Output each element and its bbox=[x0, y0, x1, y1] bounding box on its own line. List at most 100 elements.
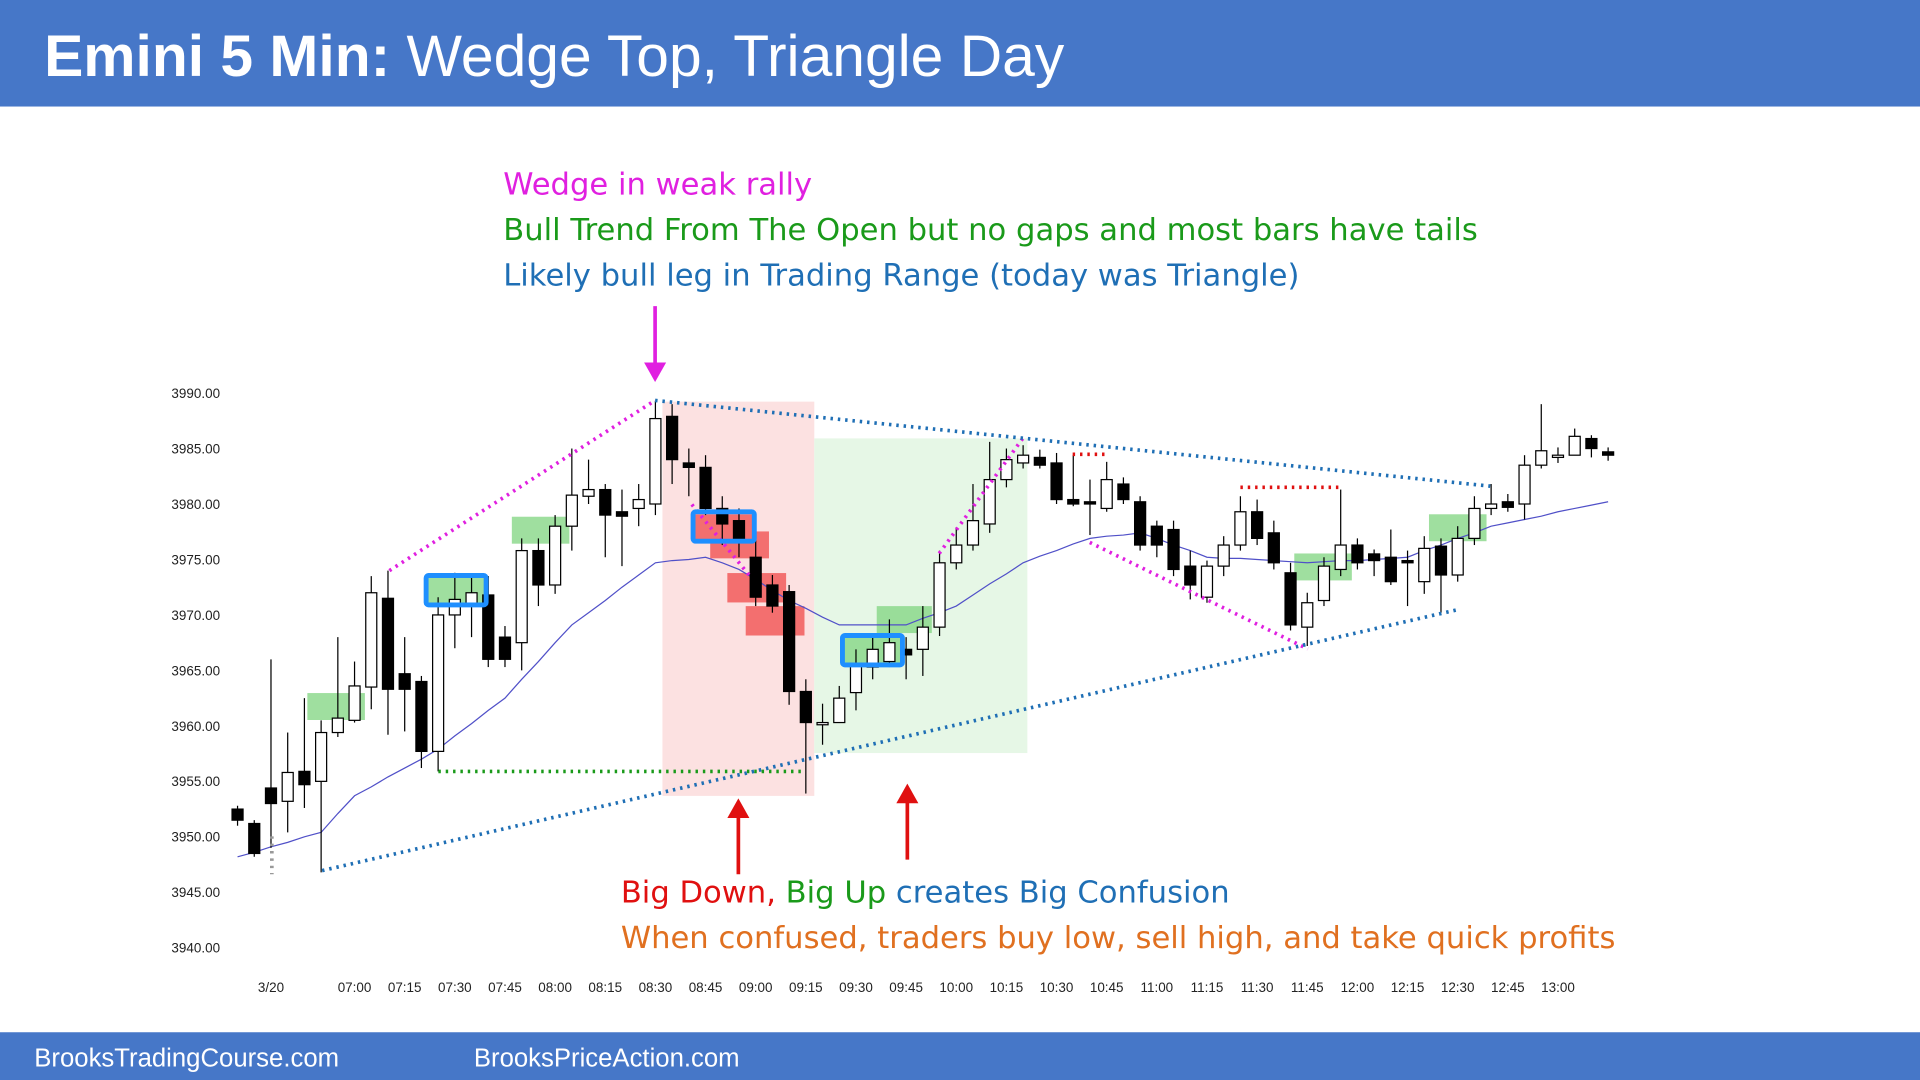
candle-body bbox=[1351, 544, 1364, 564]
y-tick-label: 3965.00 bbox=[171, 663, 220, 678]
candle-body bbox=[1016, 454, 1030, 464]
y-tick-label: 3945.00 bbox=[171, 885, 220, 900]
x-tick-label: 10:45 bbox=[1090, 980, 1124, 995]
header-title: Emini 5 Min: Wedge Top, Triangle Day bbox=[44, 24, 1065, 89]
candle-body bbox=[1434, 545, 1448, 576]
y-tick-label: 3990.00 bbox=[171, 386, 220, 401]
candle-body bbox=[1200, 565, 1214, 598]
candle-body bbox=[1100, 478, 1113, 510]
title-bold: Emini 5 Min: bbox=[44, 24, 390, 89]
candle-body bbox=[833, 697, 846, 724]
x-tick-label: 12:00 bbox=[1341, 980, 1375, 995]
candle-body bbox=[766, 584, 779, 607]
candle-body bbox=[1133, 501, 1147, 546]
candle-body bbox=[716, 507, 729, 525]
footer-right: BrooksPriceAction.com bbox=[474, 1045, 740, 1073]
x-tick-label: 12:30 bbox=[1441, 980, 1475, 995]
x-tick-label: 08:00 bbox=[538, 980, 572, 995]
candle-body bbox=[431, 614, 445, 753]
annotation-part: When confused, traders buy low, sell hig… bbox=[621, 921, 1616, 956]
candle-body bbox=[549, 525, 562, 586]
trend-lines bbox=[270, 398, 1491, 875]
annotation-part: creates Big Confusion bbox=[896, 875, 1230, 910]
title: Wedge Top, Triangle Day bbox=[407, 24, 1065, 89]
candle-body bbox=[615, 511, 629, 517]
candle-body bbox=[666, 415, 679, 461]
candle-body bbox=[1184, 565, 1197, 586]
y-tick-label: 3985.00 bbox=[171, 441, 220, 456]
candle-body bbox=[348, 685, 361, 721]
candle-body bbox=[983, 478, 996, 525]
candle-body bbox=[1418, 547, 1431, 583]
candle-body bbox=[1150, 525, 1163, 546]
candle-body bbox=[1267, 532, 1280, 564]
candle-body bbox=[398, 673, 411, 690]
x-tick-label: 09:30 bbox=[839, 980, 873, 995]
x-tick-label: 11:00 bbox=[1141, 980, 1174, 995]
y-tick-label: 3960.00 bbox=[171, 719, 220, 734]
candle-body bbox=[1083, 501, 1097, 505]
chart: 3940.00 3945.00 3950.00 3955.00 3960.00 3965.… bbox=[171, 386, 1615, 995]
candle-body bbox=[1284, 572, 1297, 626]
y-tick-label: 3975.00 bbox=[171, 552, 220, 567]
arrows bbox=[644, 306, 919, 875]
candle-body bbox=[1518, 464, 1531, 505]
candle-body bbox=[231, 808, 244, 821]
y-tick-label: 3955.00 bbox=[171, 774, 220, 789]
candle-body bbox=[1317, 565, 1331, 602]
candle-body bbox=[1485, 503, 1498, 510]
candle-body bbox=[1217, 544, 1230, 567]
candle-body bbox=[1535, 450, 1548, 466]
candle-body bbox=[1117, 483, 1130, 501]
signal-boxes bbox=[423, 509, 905, 668]
annotation: When confused, traders buy low, sell hig… bbox=[621, 921, 1616, 956]
annotation: Wedge in weak rally bbox=[503, 168, 812, 203]
footer-bar bbox=[0, 1032, 1920, 1080]
candle-body bbox=[799, 690, 812, 724]
candle-body bbox=[916, 626, 929, 650]
candle-body bbox=[732, 520, 746, 540]
candle-body bbox=[816, 721, 829, 726]
candle-body bbox=[1367, 553, 1381, 562]
x-tick-label: 07:15 bbox=[388, 980, 422, 995]
candle-body bbox=[264, 787, 278, 805]
candle-body bbox=[248, 822, 261, 855]
x-tick-label: 3/20 bbox=[258, 980, 284, 995]
x-tick-label: 11:30 bbox=[1241, 980, 1274, 995]
x-tick-label: 09:00 bbox=[739, 980, 773, 995]
x-tick-label: 07:00 bbox=[338, 980, 372, 995]
candle-body bbox=[532, 549, 545, 586]
candle-body bbox=[1585, 437, 1598, 450]
candle-body bbox=[883, 642, 896, 663]
annotation: Big Down, Big Up creates Big Confusion bbox=[621, 875, 1230, 910]
candle-body bbox=[966, 520, 980, 546]
y-tick-label: 3940.00 bbox=[171, 941, 220, 956]
candle-body bbox=[381, 597, 395, 690]
x-tick-label: 07:45 bbox=[488, 980, 522, 995]
candle-body bbox=[1050, 462, 1063, 501]
candle-body bbox=[331, 717, 344, 734]
candle-body bbox=[1251, 511, 1264, 540]
x-tick-label: 08:15 bbox=[588, 980, 622, 995]
candle-body bbox=[1234, 511, 1247, 546]
candle-body bbox=[1384, 556, 1397, 583]
candle-body bbox=[498, 636, 512, 660]
y-tick-label: 3970.00 bbox=[171, 608, 220, 623]
candle-body bbox=[1334, 544, 1347, 571]
candle-body bbox=[1067, 498, 1080, 505]
annotation-part: Big Down, bbox=[621, 875, 776, 910]
candle-body bbox=[1568, 435, 1581, 456]
candle-body bbox=[1602, 451, 1615, 456]
notes: Wedge in weak rally Bull Trend From The O… bbox=[503, 168, 1615, 956]
candle-body bbox=[649, 417, 662, 505]
candle-body bbox=[281, 771, 294, 802]
candle-body bbox=[365, 592, 378, 688]
x-tick-label: 09:15 bbox=[789, 980, 823, 995]
x-tick-label: 11:45 bbox=[1291, 980, 1324, 995]
candle-body bbox=[1301, 602, 1314, 628]
candle-body bbox=[315, 731, 328, 782]
candle-body bbox=[699, 466, 712, 510]
candle-body bbox=[415, 680, 428, 753]
